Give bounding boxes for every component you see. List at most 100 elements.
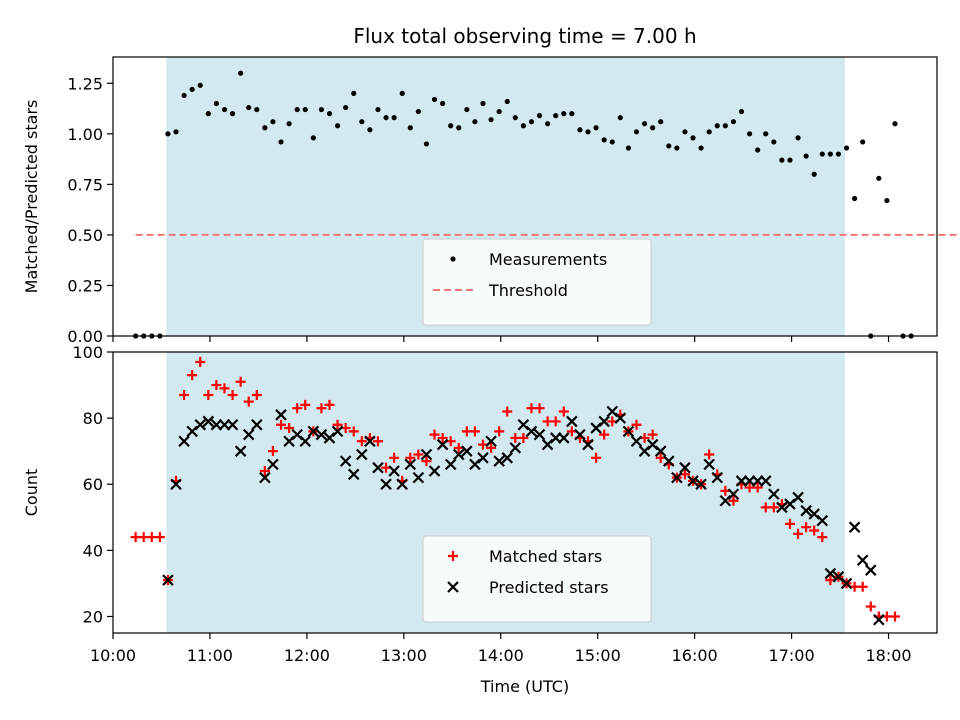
- measurement-point: [593, 125, 599, 131]
- matched-star-point: [292, 403, 303, 414]
- predicted-star-point: [792, 491, 804, 504]
- legend-label: Predicted stars: [489, 578, 609, 597]
- matched-star-point: [179, 389, 190, 400]
- measurement-point: [399, 90, 405, 96]
- matched-star-point: [348, 426, 359, 437]
- predicted-star-point: [380, 478, 392, 491]
- matched-star-point: [486, 442, 497, 453]
- measurement-point: [189, 86, 195, 92]
- predicted-star-point: [663, 455, 675, 467]
- y-tick-label: 0.75: [67, 175, 103, 194]
- measurement-point: [375, 106, 381, 113]
- matched-star-point: [195, 356, 206, 367]
- measurement-point: [666, 143, 672, 149]
- measurement-point: [238, 70, 244, 76]
- predicted-star-point: [444, 458, 457, 471]
- x-tick-label: 11:00: [187, 646, 233, 665]
- measurement-point: [351, 90, 357, 96]
- measurement-point: [278, 139, 284, 145]
- matched-star-point: [728, 495, 739, 506]
- x-tick-label: 14:00: [478, 646, 524, 665]
- predicted-star-point: [461, 445, 473, 457]
- measurement-point: [528, 119, 535, 125]
- measurement-point: [302, 106, 308, 113]
- matched-star-point: [243, 396, 254, 407]
- legend-box: [422, 238, 652, 326]
- measurement-point: [779, 157, 785, 163]
- measurement-point: [892, 121, 898, 127]
- y-axis-label: Matched/Predicted stars: [22, 100, 41, 294]
- predicted-star-point: [768, 488, 780, 500]
- measurement-point: [569, 111, 575, 117]
- predicted-star-point: [356, 448, 368, 461]
- matched-star-point: [413, 449, 424, 460]
- matched-star-point: [502, 406, 513, 417]
- measurement-point: [787, 157, 793, 163]
- x-tick-label: 13:00: [381, 646, 427, 665]
- measurement-point: [262, 125, 268, 131]
- measurement-point: [682, 129, 688, 135]
- measurement-point: [221, 106, 228, 113]
- predicted-star-point: [695, 478, 707, 491]
- predicted-star-point: [364, 435, 376, 448]
- legend: Measurements Threshold: [422, 238, 652, 326]
- matched-star-point: [372, 436, 383, 447]
- matched-star-point: [259, 466, 270, 477]
- predicted-star-point: [202, 415, 215, 428]
- matched-star-point: [469, 426, 480, 437]
- y-tick-label: 80: [83, 409, 103, 428]
- matched-star-point: [389, 452, 400, 463]
- legend-box: [422, 535, 652, 623]
- predicted-star-point: [388, 465, 400, 477]
- measurement-point: [472, 119, 478, 125]
- measurement-point: [512, 115, 518, 121]
- measurement-point: [795, 135, 801, 141]
- matched-star-point: [235, 376, 246, 387]
- x-axis-label: Time (UTC): [480, 677, 569, 696]
- matched-star-point: [534, 403, 545, 414]
- chart-title: Flux total observing time = 7.00 h: [353, 24, 696, 48]
- y-tick-label: 1.00: [67, 125, 103, 144]
- measurement-point: [827, 151, 833, 157]
- measurement-point: [553, 113, 559, 119]
- measurement-point: [650, 125, 656, 131]
- measurement-point: [286, 121, 292, 127]
- matched-star-point: [154, 532, 165, 543]
- measurement-point: [246, 104, 252, 111]
- legend-label: Threshold: [488, 281, 568, 300]
- predicted-star-point: [509, 442, 522, 454]
- matched-star-point: [801, 522, 812, 533]
- measurement-point: [197, 82, 203, 88]
- predicted-star-point: [242, 428, 255, 441]
- matched-star-point: [300, 399, 311, 410]
- measurement-point: [884, 197, 890, 204]
- measurement-point: [738, 108, 745, 115]
- matched-star-point: [494, 426, 505, 437]
- matched-star-point: [591, 452, 602, 463]
- x-tick-label: 12:00: [284, 646, 330, 665]
- plot-frame: [112, 351, 938, 634]
- measurement-point: [698, 145, 704, 151]
- predicted-star-point: [630, 435, 643, 448]
- legend-label: Matched stars: [489, 547, 602, 566]
- measurement-point: [181, 92, 187, 99]
- legend-matched-swatch: [448, 551, 458, 561]
- matched-star-point: [518, 432, 529, 443]
- x-tick-label: 10:00: [90, 646, 136, 665]
- predicted-star-point: [557, 432, 570, 444]
- predicted-star-point: [259, 471, 271, 484]
- measurement-point: [641, 121, 648, 127]
- measurement-point: [771, 139, 777, 145]
- measurement-point: [811, 171, 817, 177]
- predicted-star-point: [170, 478, 182, 491]
- y-tick-label: 0.00: [67, 327, 103, 346]
- measurement-point: [294, 106, 300, 113]
- predicted-star-point: [574, 428, 586, 441]
- predicted-star-point: [703, 458, 715, 471]
- y-tick-label: 0.25: [67, 276, 103, 295]
- measurement-point: [835, 151, 842, 157]
- predicted-star-point: [654, 445, 667, 457]
- measurement-point: [326, 111, 333, 117]
- measurement-point: [407, 125, 413, 131]
